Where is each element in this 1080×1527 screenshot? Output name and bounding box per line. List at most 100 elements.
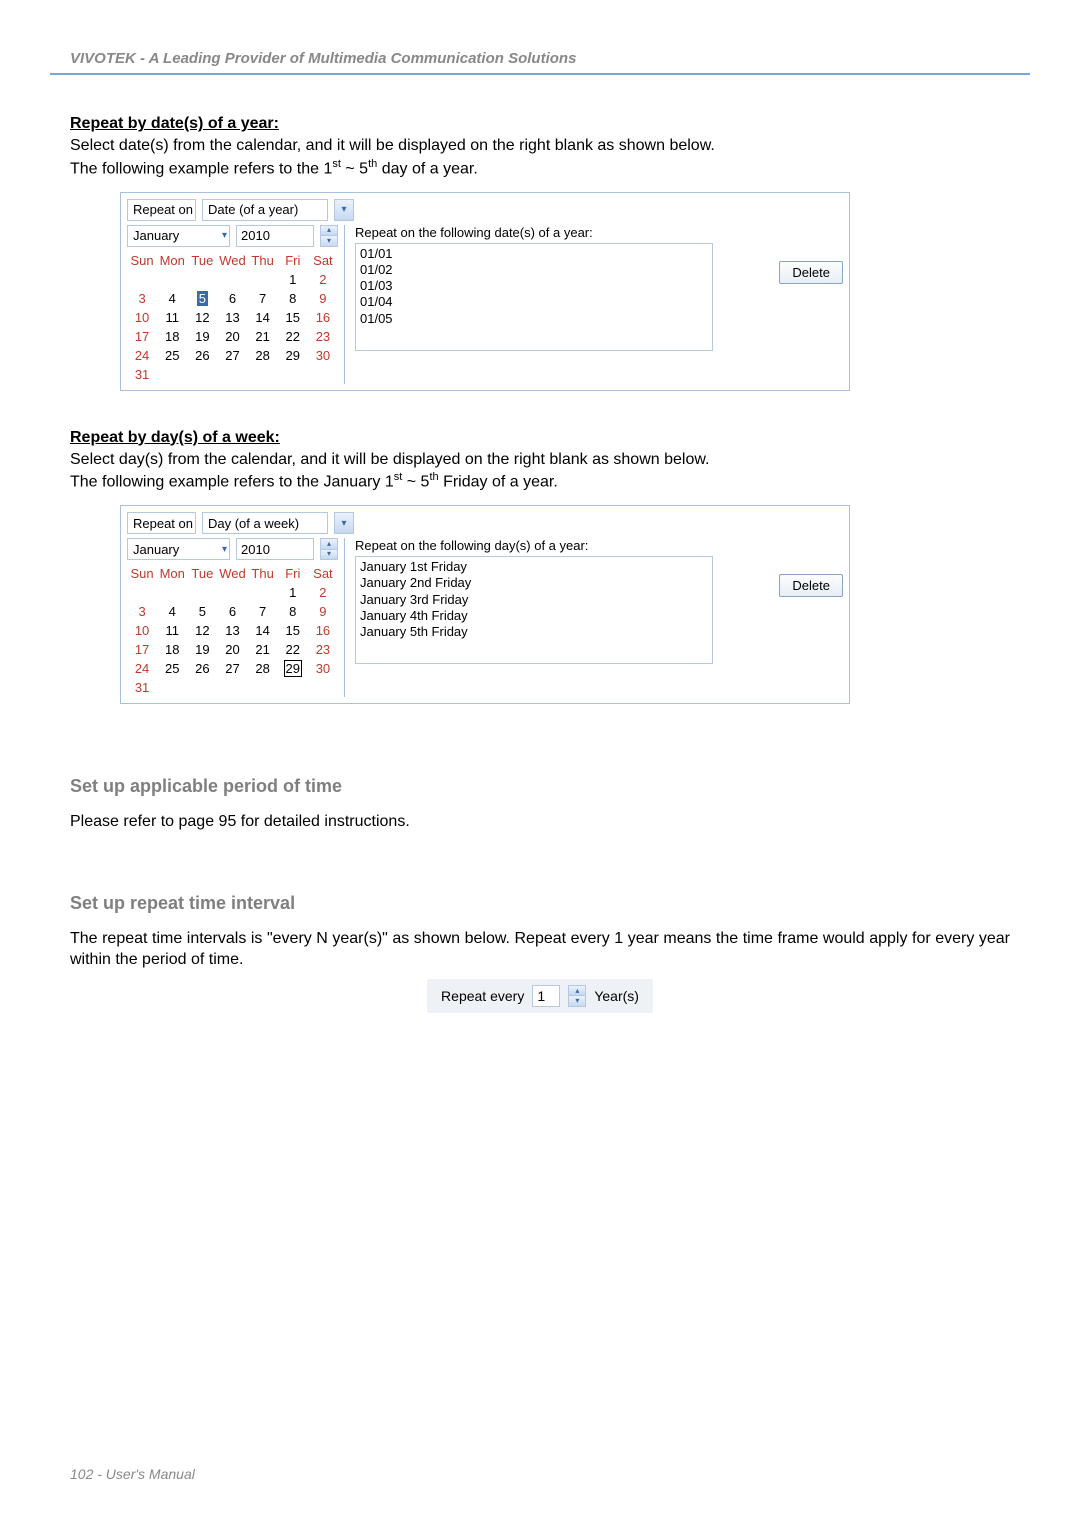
calendar-day[interactable]: 30 [308, 659, 338, 678]
calendar-day[interactable] [308, 678, 338, 697]
calendar-day[interactable]: 5 [187, 289, 217, 308]
calendar-day[interactable] [217, 270, 247, 289]
calendar-day[interactable]: 24 [127, 659, 157, 678]
chevron-down-icon[interactable]: ▾ [222, 230, 227, 241]
calendar-day[interactable]: 28 [248, 659, 278, 678]
calendar-day[interactable]: 6 [217, 602, 247, 621]
calendar-day[interactable]: 12 [187, 308, 217, 327]
calendar-day[interactable] [187, 270, 217, 289]
calendar-day[interactable]: 15 [278, 621, 308, 640]
calendar-day[interactable] [248, 678, 278, 697]
calendar-day[interactable]: 15 [278, 308, 308, 327]
calendar-day[interactable]: 26 [187, 659, 217, 678]
dates-listbox[interactable]: 01/0101/0201/0301/0401/05 [355, 243, 713, 351]
calendar-day[interactable] [248, 270, 278, 289]
calendar-day[interactable]: 1 [278, 583, 308, 602]
calendar-day[interactable] [157, 270, 187, 289]
year-spinner[interactable]: ▴▾ [320, 538, 338, 560]
calendar-day[interactable] [248, 365, 278, 384]
calendar-day[interactable]: 11 [157, 621, 187, 640]
calendar-day[interactable] [127, 583, 157, 602]
year-input[interactable]: 2010 [236, 538, 314, 560]
calendar-day[interactable]: 13 [217, 308, 247, 327]
calendar-day[interactable]: 25 [157, 346, 187, 365]
repeat-value-input[interactable]: 1 [532, 985, 560, 1007]
calendar-day[interactable]: 9 [308, 602, 338, 621]
list-item[interactable]: January 3rd Friday [360, 592, 708, 608]
list-item[interactable]: January 4th Friday [360, 608, 708, 624]
calendar-day[interactable]: 2 [308, 270, 338, 289]
calendar-day[interactable]: 10 [127, 308, 157, 327]
month-select[interactable]: January ▾ [127, 538, 230, 560]
repeat-spinner[interactable]: ▴▾ [568, 985, 586, 1007]
calendar-day[interactable]: 19 [187, 327, 217, 346]
calendar-day[interactable] [157, 583, 187, 602]
list-item[interactable]: January 1st Friday [360, 559, 708, 575]
calendar-day[interactable]: 16 [308, 308, 338, 327]
calendar-day[interactable]: 13 [217, 621, 247, 640]
calendar-day[interactable]: 8 [278, 289, 308, 308]
calendar-day[interactable]: 31 [127, 678, 157, 697]
list-item[interactable]: January 2nd Friday [360, 575, 708, 591]
calendar-day[interactable]: 18 [157, 327, 187, 346]
calendar-day[interactable] [157, 365, 187, 384]
calendar-day[interactable]: 8 [278, 602, 308, 621]
calendar-day[interactable]: 31 [127, 365, 157, 384]
calendar-day[interactable]: 28 [248, 346, 278, 365]
calendar-day[interactable] [248, 583, 278, 602]
year-spinner[interactable]: ▴▾ [320, 225, 338, 247]
calendar-day[interactable] [157, 678, 187, 697]
calendar-day[interactable]: 4 [157, 602, 187, 621]
calendar-day[interactable]: 27 [217, 346, 247, 365]
calendar-day[interactable]: 11 [157, 308, 187, 327]
calendar-day[interactable]: 9 [308, 289, 338, 308]
calendar-day[interactable] [217, 583, 247, 602]
calendar-day[interactable]: 23 [308, 640, 338, 659]
calendar-day[interactable]: 3 [127, 602, 157, 621]
chevron-down-icon[interactable]: ▾ [334, 512, 354, 534]
calendar-day[interactable]: 14 [248, 621, 278, 640]
calendar-day[interactable] [278, 678, 308, 697]
list-item[interactable]: 01/02 [360, 262, 708, 278]
calendar-day[interactable] [308, 365, 338, 384]
calendar-day[interactable]: 29 [278, 346, 308, 365]
calendar-day[interactable]: 3 [127, 289, 157, 308]
calendar-day[interactable]: 23 [308, 327, 338, 346]
calendar-day[interactable]: 7 [248, 289, 278, 308]
calendar-day[interactable] [187, 583, 217, 602]
list-item[interactable]: 01/03 [360, 278, 708, 294]
chevron-down-icon[interactable]: ▾ [222, 544, 227, 555]
calendar-day[interactable]: 18 [157, 640, 187, 659]
calendar-day[interactable]: 14 [248, 308, 278, 327]
repeat-mode-select[interactable]: Day (of a week) [202, 512, 328, 534]
calendar-day[interactable]: 24 [127, 346, 157, 365]
chevron-down-icon[interactable]: ▾ [334, 199, 354, 221]
calendar-day[interactable] [217, 678, 247, 697]
repeat-mode-select[interactable]: Date (of a year) [202, 199, 328, 221]
calendar-day[interactable]: 22 [278, 640, 308, 659]
spinner-up-icon[interactable]: ▴ [321, 226, 337, 236]
calendar-day[interactable]: 17 [127, 327, 157, 346]
calendar-day[interactable]: 17 [127, 640, 157, 659]
calendar-day[interactable] [187, 678, 217, 697]
spinner-up-icon[interactable]: ▴ [321, 539, 337, 549]
calendar-day[interactable]: 6 [217, 289, 247, 308]
calendar-day[interactable]: 7 [248, 602, 278, 621]
calendar-day[interactable] [187, 365, 217, 384]
spinner-up-icon[interactable]: ▴ [569, 986, 585, 996]
calendar-day[interactable]: 5 [187, 602, 217, 621]
list-item[interactable]: 01/05 [360, 311, 708, 327]
calendar-day[interactable]: 12 [187, 621, 217, 640]
calendar-day[interactable]: 27 [217, 659, 247, 678]
delete-button[interactable]: Delete [779, 261, 843, 284]
calendar-day[interactable]: 1 [278, 270, 308, 289]
spinner-down-icon[interactable]: ▾ [321, 549, 337, 560]
year-input[interactable]: 2010 [236, 225, 314, 247]
calendar-day[interactable]: 4 [157, 289, 187, 308]
calendar-day[interactable]: 16 [308, 621, 338, 640]
calendar-day[interactable]: 30 [308, 346, 338, 365]
calendar-day[interactable]: 21 [248, 327, 278, 346]
calendar-day[interactable] [127, 270, 157, 289]
spinner-down-icon[interactable]: ▾ [321, 235, 337, 246]
calendar-table[interactable]: SunMonTueWedThuFriSat 123456789101112131… [127, 564, 338, 697]
